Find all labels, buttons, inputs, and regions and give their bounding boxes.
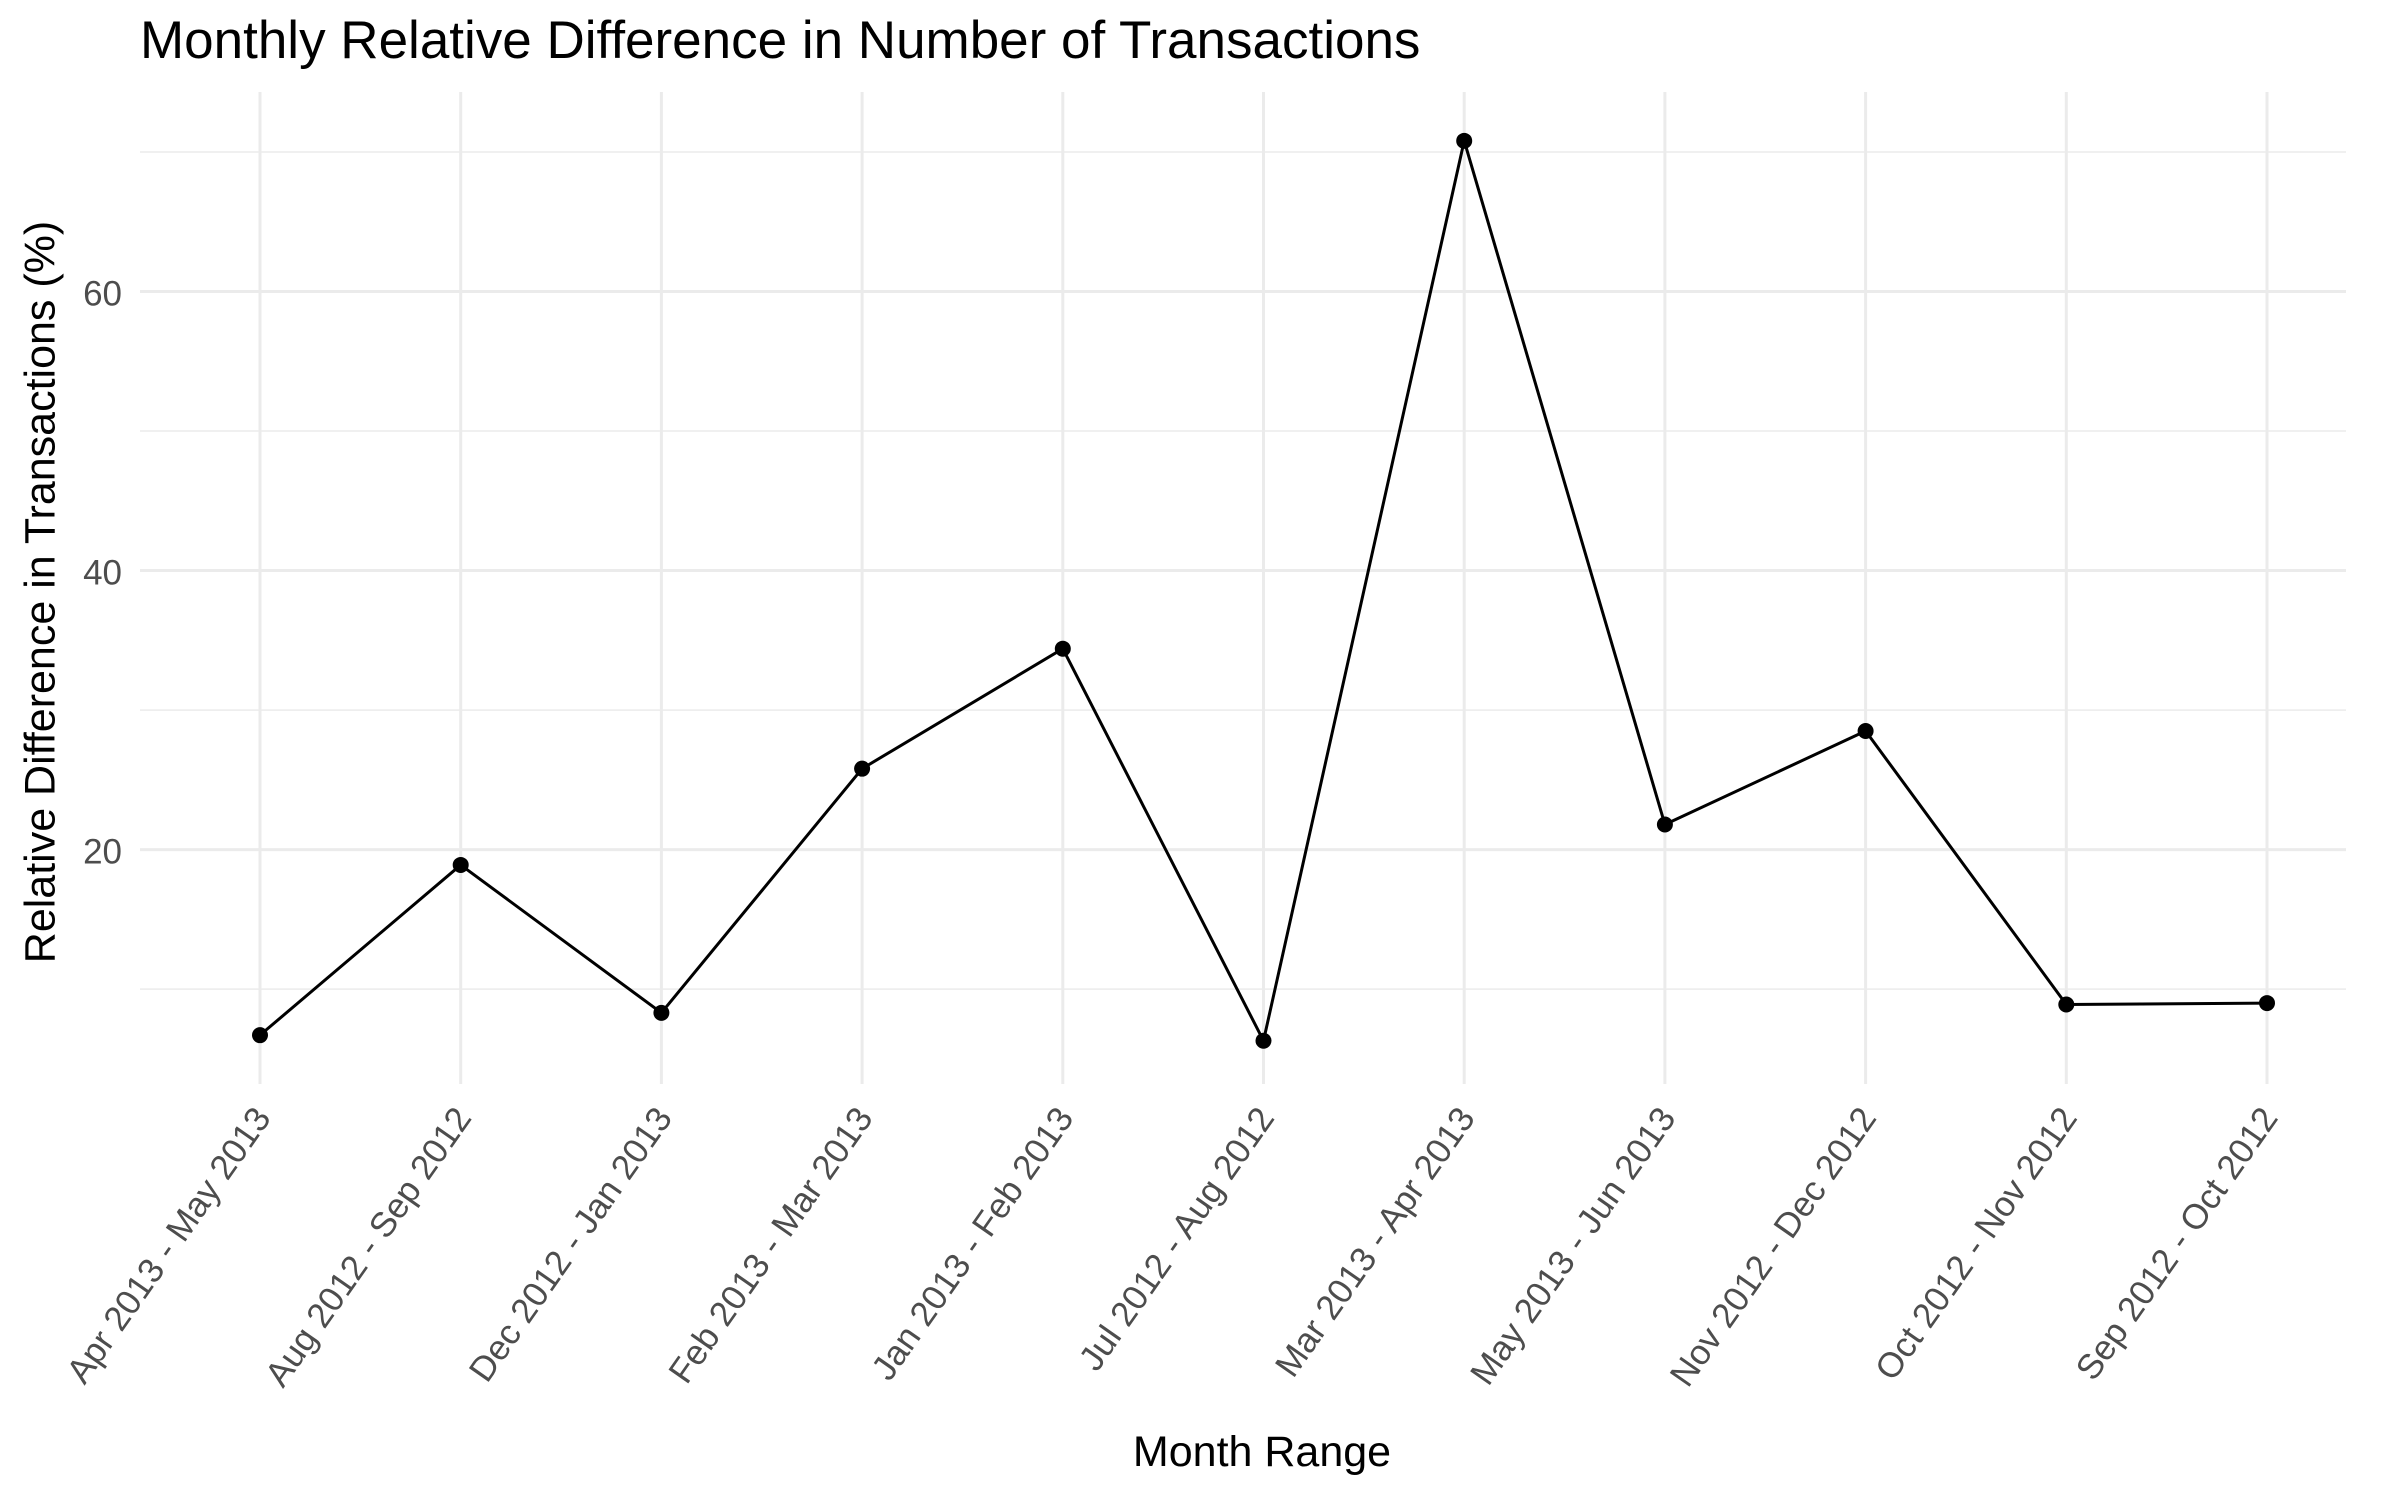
x-tick-label: Oct 2012 - Nov 2012: [1868, 1100, 2085, 1387]
x-tick-label: Mar 2013 - Apr 2013: [1268, 1100, 1483, 1384]
chart-title: Monthly Relative Difference in Number of…: [140, 11, 1421, 70]
data-point: [2259, 995, 2275, 1012]
y-tick-label: 20: [83, 833, 122, 872]
data-point: [854, 760, 871, 777]
data-point: [1255, 1032, 1272, 1049]
data-point: [1054, 640, 1071, 657]
x-tick-label: Feb 2013 - Mar 2013: [661, 1100, 880, 1390]
x-axis-title: Month Range: [1132, 1428, 1392, 1476]
data-point: [1456, 132, 1473, 149]
x-tick-label: May 2013 - Jun 2013: [1463, 1100, 1684, 1392]
data-point: [653, 1004, 670, 1021]
y-tick-label: 40: [83, 554, 122, 593]
data-point: [252, 1027, 268, 1044]
x-tick-label: Sep 2012 - Oct 2012: [2068, 1100, 2285, 1387]
data-point: [1857, 723, 1874, 740]
x-tick-label: Apr 2013 - May 2013: [59, 1100, 278, 1390]
x-tick-label: Dec 2012 - Jan 2013: [462, 1100, 680, 1389]
y-tick-label: 60: [83, 275, 122, 314]
data-point: [1656, 816, 1673, 833]
y-axis-title: Relative Difference in Transactions (%): [16, 220, 65, 964]
x-tick-label: Nov 2012 - Dec 2012: [1662, 1100, 1884, 1393]
data-point: [452, 856, 469, 873]
x-tick-label: Jan 2013 - Feb 2013: [864, 1100, 1081, 1387]
x-tick-label: Jul 2012 - Aug 2012: [1072, 1100, 1283, 1377]
data-point: [2058, 996, 2075, 1013]
x-tick-label: Aug 2012 - Sep 2012: [258, 1100, 480, 1393]
